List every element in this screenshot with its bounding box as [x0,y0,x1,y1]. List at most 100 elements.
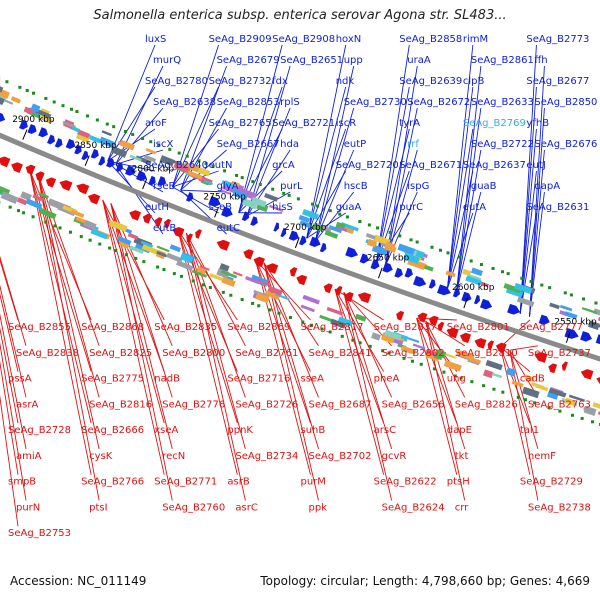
gene-label: cadB [520,374,545,385]
reverse-gene [357,292,372,304]
gene-content-track [0,83,600,419]
content-block [183,161,200,173]
gc-skew-mark [5,80,9,84]
gene-label: hoxN [336,34,362,45]
label-pointer [314,107,355,242]
label-pointer [314,191,355,242]
tick-label: 2800 kbp [132,164,175,174]
genome-backbone [0,132,600,362]
forward-gene [280,227,287,238]
gc-skew-mark [367,223,371,227]
label-pointer [238,44,283,213]
gc-skew-mark [469,259,473,263]
content-block [326,306,344,316]
gene-label: SeAg_B2633 [471,97,534,108]
label-pointer [456,149,482,292]
gene-label: SeAg_B2775 [81,374,144,385]
content-block [425,353,440,362]
label-pointer [425,321,466,501]
forward-gene [98,156,105,166]
label-pointer [375,44,410,264]
content-block [366,238,377,248]
label-pointer [37,172,100,449]
content-block [30,103,41,113]
gc-skew-mark [52,100,56,104]
gene-label: ispG [407,181,429,192]
content-block [35,108,52,119]
gene-label: recN [162,451,185,462]
label-pointer [110,203,173,501]
gene-label: eutB [153,223,176,234]
forward-strand-genes [0,112,600,345]
reverse-gene [534,352,548,363]
reverse-gene [266,263,279,274]
gc-skew-mark [533,401,537,405]
content-block [159,155,175,167]
gc-skew-mark [470,380,474,384]
gc-skew-mark [540,283,544,287]
gc-skew-mark [479,262,483,266]
gene-label: pssA [8,374,32,385]
reverse-gene [154,217,163,227]
gene-label: SeAg_B2850 [534,97,597,108]
reverse-gene [437,321,445,332]
forward-gene [479,298,493,310]
gene-label: SeAg_B2869 [227,322,290,333]
forward-gene [27,124,37,135]
map-title: Salmonella enterica subsp. enterica sero… [93,8,507,23]
gene-label: tal1 [520,425,539,436]
content-block [0,185,6,196]
content-block [424,264,434,272]
gc-skew-mark [16,209,20,213]
reverse-gene [59,180,73,191]
label-pointer [425,321,466,450]
reverse-gene [323,283,333,294]
gc-skew-mark [402,356,406,360]
gc-skew-mark [179,274,183,278]
reverse-gene [459,332,472,344]
gene-label: cysK [89,451,113,462]
forward-gene [19,119,28,130]
gene-label: SeAg_B2734 [235,451,298,462]
content-block [230,180,241,187]
tick-label: 2750 kbp [203,193,246,203]
gene-label: SeAg_B2677 [526,76,589,87]
label-pointer [384,191,418,267]
content-block [173,161,190,173]
gc-skew-mark [229,293,233,297]
footer-bar: Accession: NC_011149 Topology: circular;… [0,574,600,594]
gene-label: SeAg_B2909 [209,34,272,45]
gc-skew-mark [271,187,275,191]
gene-label: suhB [301,425,326,436]
content-block [397,243,416,256]
gene-label: SeAg_B2825 [89,348,152,359]
content-block [337,226,348,232]
gc-skew-mark [338,212,342,216]
gene-label: SeAg_B2721 [272,118,335,129]
gene-label: SeAg_B2640 [145,160,208,171]
gc-skew-mark [131,132,135,136]
gc-skew-mark [114,249,118,253]
label-pointer [519,128,537,314]
forward-gene [38,127,48,138]
gc-skew-mark [432,367,436,371]
gc-skew-mark [79,235,83,239]
gc-skew-mark [208,285,212,289]
gene-label: hscB [344,181,368,192]
forward-gene [106,157,115,168]
gc-skew-mark [310,323,314,327]
label-pointer [446,170,474,289]
gc-skew-mark [44,96,48,100]
content-block [129,245,144,255]
content-block [298,214,310,223]
gene-label: purM [301,477,326,488]
gc-skew-mark [446,251,450,255]
gene-label: SeAg_B2637 [463,160,526,171]
gene-label: glyA [217,181,239,192]
gene-label: SeAg_B2810 [455,348,518,359]
label-pointer [180,189,227,193]
label-pointer [102,199,165,372]
content-block [47,198,65,211]
gene-label: eutN [209,160,233,171]
gc-skew-mark [328,209,332,213]
